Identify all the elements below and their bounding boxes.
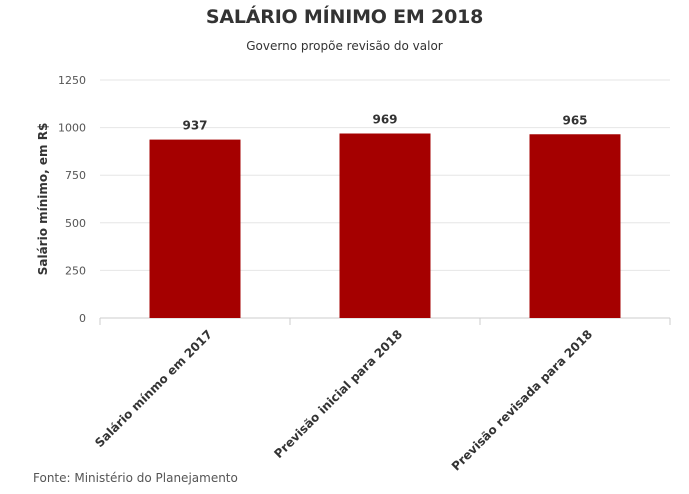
- data-label: 965: [562, 113, 587, 127]
- x-tick-label: Previsão revisada para 2018: [449, 327, 595, 473]
- chart-title: SALÁRIO MÍNIMO EM 2018: [205, 6, 484, 28]
- y-tick-label: 1000: [58, 122, 86, 135]
- y-axis-ticks: 0 250 500 750 1000 1250: [58, 74, 86, 325]
- y-tick-label: 500: [65, 217, 86, 230]
- y-axis-label: Salário mínimo, em R$: [36, 123, 50, 276]
- data-label: 969: [372, 113, 397, 127]
- bars: 937 969 965: [149, 113, 621, 318]
- x-tick-label: Previsão inicial para 2018: [271, 327, 405, 461]
- data-label: 937: [182, 119, 207, 133]
- bar: [149, 139, 241, 318]
- y-tick-label: 1250: [58, 74, 86, 87]
- chart-subtitle: Governo propõe revisão do valor: [246, 39, 443, 53]
- y-tick-label: 0: [79, 312, 86, 325]
- bar: [529, 134, 621, 318]
- y-tick-label: 250: [65, 264, 86, 277]
- x-tick-label: Salário mínmo em 2017: [92, 327, 215, 450]
- source-note: Fonte: Ministério do Planejamento: [33, 471, 238, 485]
- x-axis: Salário mínmo em 2017 Previsão inicial pa…: [92, 318, 671, 473]
- bar: [339, 133, 431, 318]
- y-tick-label: 750: [65, 169, 86, 182]
